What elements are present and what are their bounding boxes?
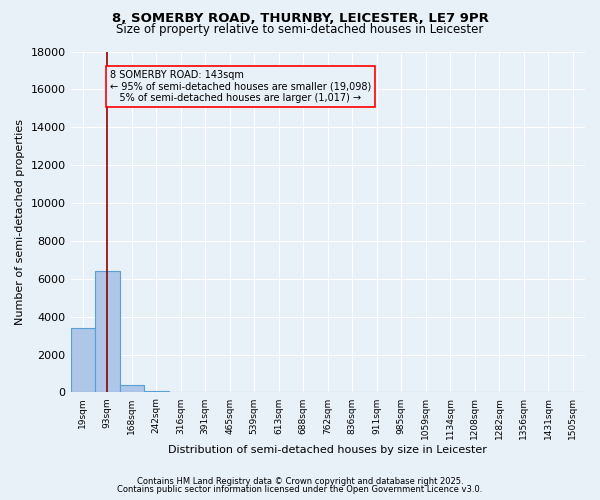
Text: Contains HM Land Registry data © Crown copyright and database right 2025.: Contains HM Land Registry data © Crown c… xyxy=(137,477,463,486)
X-axis label: Distribution of semi-detached houses by size in Leicester: Distribution of semi-detached houses by … xyxy=(169,445,487,455)
Text: 8, SOMERBY ROAD, THURNBY, LEICESTER, LE7 9PR: 8, SOMERBY ROAD, THURNBY, LEICESTER, LE7… xyxy=(112,12,488,26)
Text: 8 SOMERBY ROAD: 143sqm
← 95% of semi-detached houses are smaller (19,098)
   5% : 8 SOMERBY ROAD: 143sqm ← 95% of semi-det… xyxy=(110,70,371,104)
Text: Size of property relative to semi-detached houses in Leicester: Size of property relative to semi-detach… xyxy=(116,22,484,36)
Text: Contains public sector information licensed under the Open Government Licence v3: Contains public sector information licen… xyxy=(118,484,482,494)
Bar xyxy=(95,271,119,392)
Bar xyxy=(119,385,144,392)
Bar xyxy=(71,328,95,392)
Y-axis label: Number of semi-detached properties: Number of semi-detached properties xyxy=(15,119,25,325)
Bar xyxy=(144,390,169,392)
